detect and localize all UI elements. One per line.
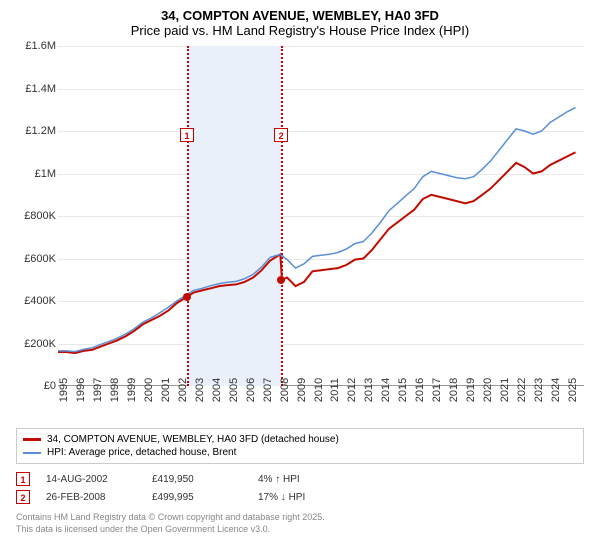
- legend-item: 34, COMPTON AVENUE, WEMBLEY, HA0 3FD (de…: [23, 433, 577, 446]
- x-axis-tick-label: 2002: [177, 378, 189, 402]
- x-axis-tick-label: 2012: [346, 378, 358, 402]
- y-axis-tick-label: £400K: [16, 295, 56, 307]
- sale-price: £419,950: [152, 474, 242, 485]
- x-axis-tick-label: 2024: [550, 378, 562, 402]
- x-axis-tick-label: 2023: [533, 378, 545, 402]
- series-line-price_paid: [58, 152, 576, 353]
- sale-data-row: 1 14-AUG-2002 £419,950 4% ↑ HPI: [16, 470, 584, 488]
- x-axis-tick-label: 2006: [245, 378, 257, 402]
- sale-badge: 2: [16, 490, 30, 504]
- chart-area: £0£200K£400K£600K£800K£1M£1.2M£1.4M£1.6M…: [16, 46, 584, 406]
- x-axis-tick-label: 2014: [380, 378, 392, 402]
- y-axis-tick-label: £1.2M: [16, 125, 56, 137]
- chart-container: 34, COMPTON AVENUE, WEMBLEY, HA0 3FD Pri…: [0, 0, 600, 560]
- legend-item: HPI: Average price, detached house, Bren…: [23, 446, 577, 459]
- x-axis-tick-label: 2009: [296, 378, 308, 402]
- sale-marker-line: [281, 46, 283, 386]
- x-axis-tick-label: 2005: [228, 378, 240, 402]
- sale-marker-badge: 2: [274, 128, 288, 142]
- x-axis-tick-label: 1995: [58, 378, 70, 402]
- legend-swatch: [23, 452, 41, 454]
- x-axis-tick-label: 2007: [262, 378, 274, 402]
- x-axis-tick-label: 2020: [482, 378, 494, 402]
- y-axis-tick-label: £1.4M: [16, 83, 56, 95]
- x-axis-tick-label: 2016: [414, 378, 426, 402]
- y-axis-tick-label: £200K: [16, 338, 56, 350]
- x-axis-tick-label: 2000: [143, 378, 155, 402]
- x-axis-tick-label: 2019: [465, 378, 477, 402]
- y-axis-tick-label: £600K: [16, 253, 56, 265]
- x-axis-tick-label: 2011: [329, 378, 341, 402]
- sale-date: 14-AUG-2002: [46, 474, 136, 485]
- x-axis-tick-label: 1996: [75, 378, 87, 402]
- sale-hpi-delta: 4% ↑ HPI: [258, 474, 348, 485]
- x-axis-tick-label: 2001: [160, 378, 172, 402]
- x-axis-tick-label: 2025: [567, 378, 579, 402]
- line-chart-svg: [58, 46, 584, 386]
- footer-line-2: This data is licensed under the Open Gov…: [16, 524, 584, 536]
- sale-point-dot: [183, 293, 191, 301]
- sale-hpi-delta: 17% ↓ HPI: [258, 492, 348, 503]
- x-axis-tick-label: 2004: [211, 378, 223, 402]
- sale-data-row: 2 26-FEB-2008 £499,995 17% ↓ HPI: [16, 488, 584, 506]
- x-axis-tick-label: 2008: [279, 378, 291, 402]
- sales-table: 1 14-AUG-2002 £419,950 4% ↑ HPI 2 26-FEB-2008…: [16, 470, 584, 506]
- series-line-hpi: [58, 108, 576, 352]
- footer-attribution: Contains HM Land Registry data © Crown c…: [16, 512, 584, 535]
- x-axis-tick-label: 2021: [499, 378, 511, 402]
- x-axis-tick-label: 2013: [363, 378, 375, 402]
- y-axis-tick-label: £1M: [16, 168, 56, 180]
- footer-line-1: Contains HM Land Registry data © Crown c…: [16, 512, 584, 524]
- legend-label: HPI: Average price, detached house, Bren…: [47, 447, 236, 458]
- chart-title: 34, COMPTON AVENUE, WEMBLEY, HA0 3FD: [16, 8, 584, 23]
- legend-label: 34, COMPTON AVENUE, WEMBLEY, HA0 3FD (de…: [47, 434, 339, 445]
- sale-badge: 1: [16, 472, 30, 486]
- sale-marker-badge: 1: [180, 128, 194, 142]
- legend-box: 34, COMPTON AVENUE, WEMBLEY, HA0 3FD (de…: [16, 428, 584, 464]
- x-axis-tick-label: 1997: [92, 378, 104, 402]
- sale-marker-line: [187, 46, 189, 386]
- y-axis-tick-label: £1.6M: [16, 40, 56, 52]
- x-axis-tick-label: 2015: [397, 378, 409, 402]
- x-axis-tick-label: 2017: [431, 378, 443, 402]
- plot-region: [58, 46, 584, 386]
- y-axis-tick-label: £0: [16, 380, 56, 392]
- legend-swatch: [23, 438, 41, 441]
- x-axis-tick-label: 1999: [126, 378, 138, 402]
- sale-point-dot: [277, 276, 285, 284]
- x-axis-tick-label: 2010: [313, 378, 325, 402]
- sale-date: 26-FEB-2008: [46, 492, 136, 503]
- x-axis-tick-label: 1998: [109, 378, 121, 402]
- x-axis-tick-label: 2018: [448, 378, 460, 402]
- x-axis-tick-label: 2003: [194, 378, 206, 402]
- chart-subtitle: Price paid vs. HM Land Registry's House …: [16, 23, 584, 38]
- x-axis-tick-label: 2022: [516, 378, 528, 402]
- y-axis-tick-label: £800K: [16, 210, 56, 222]
- sale-price: £499,995: [152, 492, 242, 503]
- title-block: 34, COMPTON AVENUE, WEMBLEY, HA0 3FD Pri…: [16, 8, 584, 38]
